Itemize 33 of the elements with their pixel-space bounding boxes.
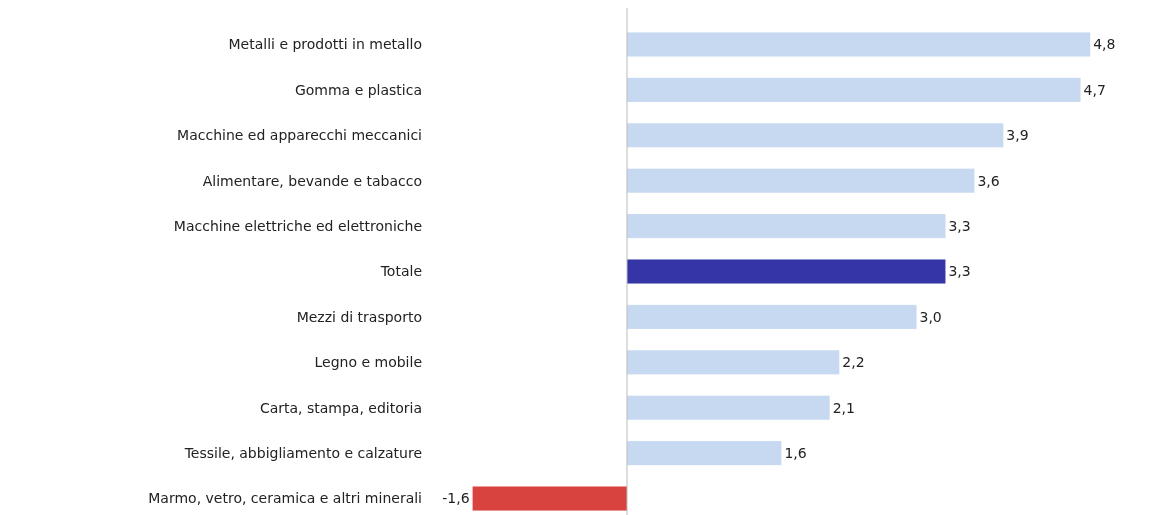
y-tick-label: Metalli e prodotti in metallo bbox=[228, 36, 422, 53]
data-label: 3,9 bbox=[1006, 127, 1029, 144]
y-tick-label: Legno e mobile bbox=[314, 354, 422, 371]
bar bbox=[627, 304, 917, 329]
bar bbox=[627, 395, 830, 420]
bar bbox=[627, 32, 1091, 57]
bar bbox=[627, 123, 1004, 148]
y-tick-label: Gomma e plastica bbox=[294, 81, 422, 98]
data-label: 3,3 bbox=[948, 263, 971, 280]
bar bbox=[627, 168, 975, 193]
data-label: -1,6 bbox=[442, 490, 470, 507]
bar bbox=[627, 350, 840, 375]
bar bbox=[472, 486, 627, 511]
y-tick-label: Marmo, vetro, ceramica e altri minerali bbox=[148, 490, 422, 507]
y-tick-label: Alimentare, bevande e tabacco bbox=[202, 172, 422, 189]
y-tick-label: Carta, stampa, editoria bbox=[259, 399, 422, 416]
data-label: 3,3 bbox=[948, 218, 971, 234]
y-tick-label: Tessile, abbigliamento e calzature bbox=[183, 445, 422, 462]
bar bbox=[627, 441, 782, 466]
bar bbox=[627, 77, 1081, 102]
data-label: 4,8 bbox=[1093, 36, 1116, 53]
data-label: 4,7 bbox=[1083, 81, 1106, 98]
data-label: 1,6 bbox=[784, 445, 807, 462]
data-label: 3,0 bbox=[919, 308, 942, 325]
y-tick-label: Mezzi di trasporto bbox=[296, 308, 422, 325]
bar bbox=[627, 259, 946, 284]
data-label: 2,1 bbox=[832, 399, 855, 416]
data-label: 3,6 bbox=[977, 172, 1000, 189]
y-tick-label: Macchine elettriche ed elettroniche bbox=[173, 218, 422, 234]
data-label: 2,2 bbox=[842, 354, 865, 371]
y-tick-label: Totale bbox=[379, 263, 422, 280]
y-tick-label: Macchine ed apparecchi meccanici bbox=[177, 127, 422, 144]
bar bbox=[627, 214, 946, 239]
